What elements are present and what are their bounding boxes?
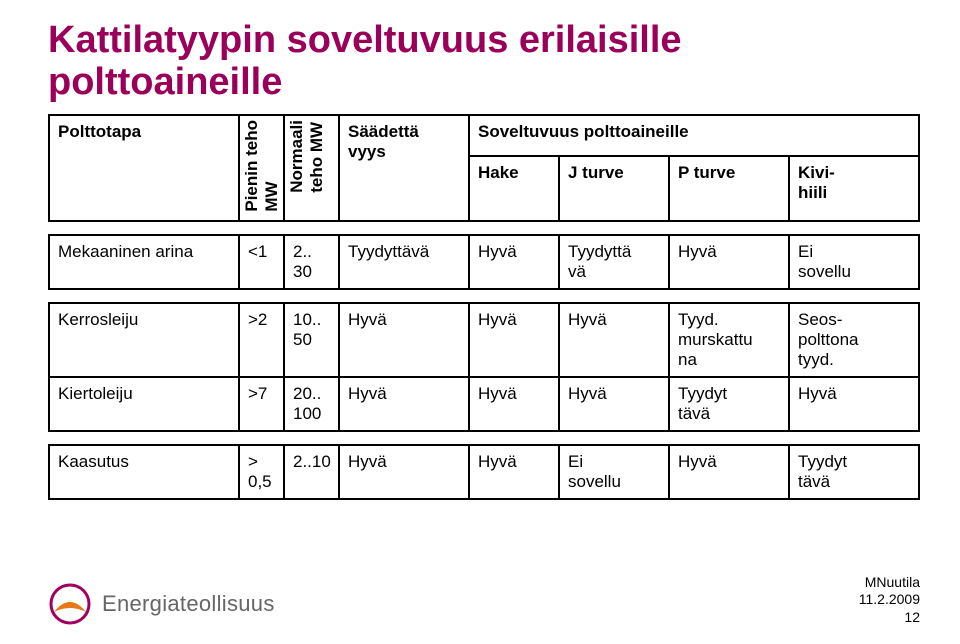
cell-norm: 2.. 30 [284,235,339,289]
meta-author: MNuutila [859,574,920,592]
logo-icon [48,582,92,626]
table-row: Kaasutus > 0,5 2..10 Hyvä Hyvä Ei sovell… [49,445,919,499]
slide-title: Kattilatyypin soveltuvuus erilaisille po… [48,20,920,104]
cell-min: >7 [239,377,284,431]
cell-hake: Hyvä [469,445,559,499]
table-row: Mekaaninen arina <1 2.. 30 Tyydyttävä Hy… [49,235,919,289]
th-pienin-teho: Pienin teho MW [239,115,284,222]
cell-label: Kiertoleiju [49,377,239,431]
cell-kivi: Hyvä [789,377,919,431]
th-soveltuvuus: Soveltuvuus polttoaineille [469,115,919,156]
cell-norm: 2..10 [284,445,339,499]
title-line1: Kattilatyypin soveltuvuus erilaisille [48,19,682,61]
cell-saad: Hyvä [339,377,469,431]
th-normaali-teho: Normaali teho MW [284,115,339,222]
logo-text: Energiateollisuus [102,591,275,617]
cell-pturve: Hyvä [669,445,789,499]
meta-page: 12 [859,609,920,627]
cell-pturve: Tyydyt tävä [669,377,789,431]
footer: Energiateollisuus MNuutila 11.2.2009 12 [48,574,920,627]
title-line2: polttoaineille [48,61,282,103]
cell-kivi: Seos- polttona tyyd. [789,303,919,377]
th-kivihiili: Kivi- hiili [789,156,919,221]
spacer-row [49,431,919,445]
cell-kivi: Tyydyt tävä [789,445,919,499]
cell-jturve: Tyydyttä vä [559,235,669,289]
cell-kivi: Ei sovellu [789,235,919,289]
footer-meta: MNuutila 11.2.2009 12 [859,574,920,627]
th-pturve: P turve [669,156,789,221]
cell-hake: Hyvä [469,235,559,289]
th-polttotapa: Polttotapa [49,115,239,222]
cell-norm: 10.. 50 [284,303,339,377]
spacer-row [49,221,919,235]
cell-label: Kaasutus [49,445,239,499]
cell-pturve: Tyyd. murskattu na [669,303,789,377]
cell-min: > 0,5 [239,445,284,499]
cell-hake: Hyvä [469,377,559,431]
cell-saad: Tyydyttävä [339,235,469,289]
spacer-row [49,289,919,303]
meta-date: 11.2.2009 [859,591,920,609]
slide: Kattilatyypin soveltuvuus erilaisille po… [0,0,960,644]
cell-min: <1 [239,235,284,289]
th-hake: Hake [469,156,559,221]
cell-norm: 20.. 100 [284,377,339,431]
cell-saad: Hyvä [339,303,469,377]
cell-jturve: Hyvä [559,377,669,431]
header-row-1: Polttotapa Pienin teho MW Normaali teho … [49,115,919,156]
cell-pturve: Hyvä [669,235,789,289]
th-saadettavyys: Säädettä vyys [339,115,469,222]
th-jturve: J turve [559,156,669,221]
logo: Energiateollisuus [48,582,275,626]
cell-label: Mekaaninen arina [49,235,239,289]
table-row: Kiertoleiju >7 20.. 100 Hyvä Hyvä Hyvä T… [49,377,919,431]
cell-label: Kerrosleiju [49,303,239,377]
cell-jturve: Ei sovellu [559,445,669,499]
cell-jturve: Hyvä [559,303,669,377]
cell-saad: Hyvä [339,445,469,499]
main-table: Polttotapa Pienin teho MW Normaali teho … [48,114,920,501]
cell-hake: Hyvä [469,303,559,377]
table-row: Kerrosleiju >2 10.. 50 Hyvä Hyvä Hyvä Ty… [49,303,919,377]
cell-min: >2 [239,303,284,377]
